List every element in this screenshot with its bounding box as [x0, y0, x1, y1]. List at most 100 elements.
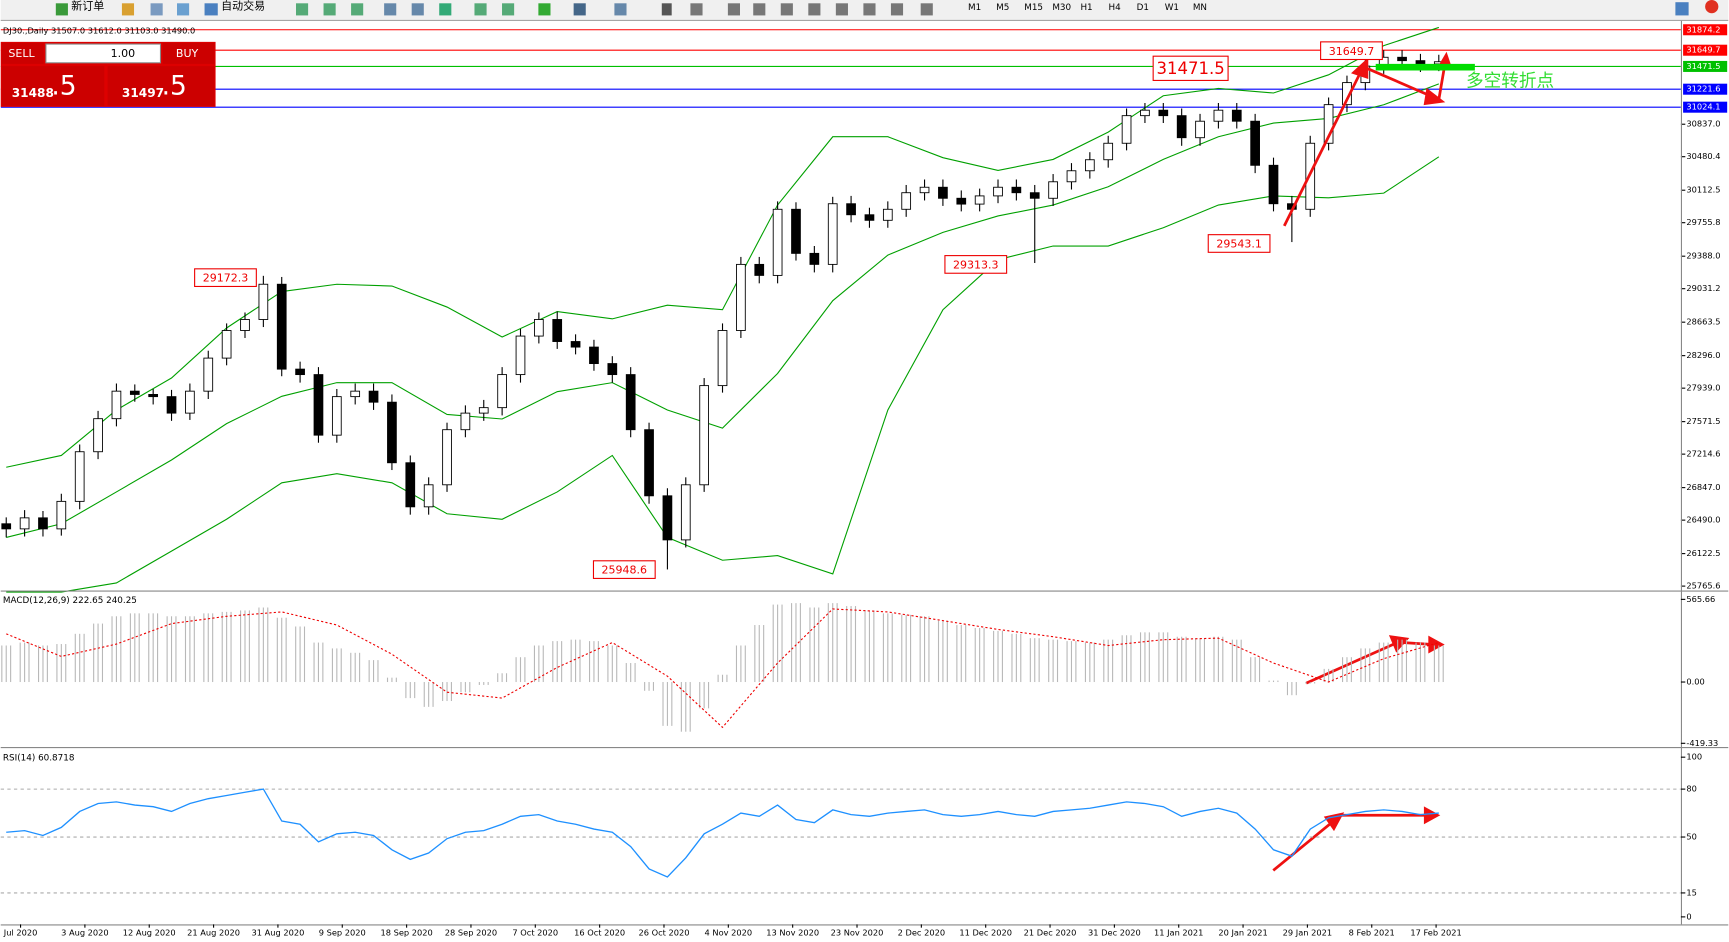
- label-tool[interactable]: [890, 3, 904, 16]
- candle-body: [1397, 56, 1407, 62]
- notification[interactable]: [1705, 0, 1719, 14]
- line-tool[interactable]: [780, 3, 793, 16]
- band-middle: [6, 83, 1440, 538]
- zoom-out[interactable]: [411, 3, 424, 16]
- y-tick-label: -419.33: [1686, 738, 1718, 748]
- sell-price-main[interactable]: 31488: [12, 86, 54, 100]
- timeframe-button[interactable]: H4: [1109, 3, 1122, 13]
- candle-body: [1029, 192, 1040, 199]
- buy-price-main[interactable]: 31497: [122, 86, 164, 100]
- y-tick-label: 50: [1686, 832, 1697, 842]
- cursor-tool[interactable]: [661, 3, 672, 16]
- x-tick-label: 31 Dec 2020: [1088, 928, 1141, 938]
- x-tick-label: 21 Dec 2020: [1024, 928, 1077, 938]
- new-order-icon[interactable]: [55, 3, 68, 16]
- icon[interactable]: [502, 3, 515, 16]
- level-label: 31874.2: [1686, 24, 1720, 34]
- candle-body: [331, 396, 342, 436]
- candle-body: [1011, 186, 1022, 194]
- candle-body: [1323, 104, 1334, 144]
- candle-body: [166, 396, 177, 414]
- timeframe-button[interactable]: M15: [1024, 3, 1043, 13]
- tool[interactable]: [920, 3, 933, 16]
- annotation-label: 29172.3: [203, 272, 248, 285]
- candle-body: [203, 357, 214, 392]
- auto-trading-icon[interactable]: [204, 3, 218, 16]
- annotation-box: [1207, 234, 1271, 253]
- icon[interactable]: [439, 3, 452, 16]
- tool[interactable]: [835, 3, 848, 16]
- x-tick-label: 21 Aug 2020: [187, 928, 240, 938]
- toolbar-label[interactable]: 自动交易: [221, 0, 265, 13]
- candle-body: [607, 363, 618, 376]
- buy-price-pips[interactable]: .5: [162, 71, 187, 102]
- annotation-box: [1152, 55, 1229, 81]
- annotation-note: 多空转折点: [1466, 72, 1554, 92]
- candle-body: [478, 407, 489, 414]
- sell-price[interactable]: [1, 66, 105, 106]
- lots-value[interactable]: 1.00: [111, 47, 136, 60]
- zoom-in[interactable]: [384, 3, 397, 16]
- tool[interactable]: [808, 3, 821, 16]
- buy-label[interactable]: BUY: [176, 47, 199, 60]
- y-tick-label: 15: [1686, 887, 1697, 897]
- candle-body: [515, 335, 526, 376]
- toolbar-label[interactable]: 新订单: [71, 0, 104, 13]
- y-tick-label: 28296.0: [1686, 350, 1720, 360]
- timeframe-button[interactable]: M30: [1052, 3, 1071, 13]
- y-tick-label: 30480.4: [1686, 151, 1720, 161]
- timeframe-button[interactable]: MN: [1193, 3, 1207, 13]
- icon[interactable]: [573, 3, 586, 16]
- candle-body: [754, 263, 765, 276]
- search[interactable]: [1675, 2, 1689, 16]
- buy-price[interactable]: [107, 66, 215, 106]
- arrow: [1283, 67, 1364, 227]
- icon[interactable]: [538, 3, 551, 16]
- candle-body: [974, 195, 985, 205]
- timeframe-button[interactable]: H1: [1080, 3, 1092, 13]
- x-tick-label: Jul 2020: [3, 928, 38, 938]
- candle-body: [423, 484, 434, 508]
- line-tool[interactable]: [753, 3, 766, 16]
- level-tag: [1683, 60, 1728, 72]
- timeframe-button[interactable]: M5: [996, 3, 1009, 13]
- y-tick-label: 30112.5: [1686, 185, 1720, 195]
- level-tag: [1683, 83, 1728, 95]
- level-tag: [1683, 101, 1728, 113]
- x-tick-label: 12 Aug 2020: [123, 928, 176, 938]
- x-tick-label: 18 Sep 2020: [380, 928, 432, 938]
- sell-button[interactable]: [1, 42, 44, 64]
- x-tick-label: 20 Jan 2021: [1218, 928, 1267, 938]
- arrowhead: [1351, 57, 1369, 80]
- y-tick-label: 25765.6: [1686, 581, 1720, 591]
- line-tool[interactable]: [727, 3, 741, 16]
- timeframe-button[interactable]: D1: [1137, 3, 1149, 13]
- text-tool[interactable]: [863, 3, 876, 16]
- lots-input[interactable]: [45, 43, 162, 64]
- buy-button[interactable]: [162, 42, 215, 64]
- x-tick-label: 11 Jan 2021: [1154, 928, 1203, 938]
- sell-label[interactable]: SELL: [8, 47, 35, 60]
- timeframe-button[interactable]: M1: [968, 3, 981, 13]
- y-tick-label: 29755.8: [1686, 217, 1720, 227]
- crosshair-tool[interactable]: [690, 3, 703, 16]
- y-tick-label: 27214.6: [1686, 449, 1720, 459]
- candle-body: [258, 283, 269, 320]
- icon[interactable]: [295, 3, 309, 16]
- icon[interactable]: [323, 3, 336, 16]
- timeframe-button[interactable]: W1: [1165, 3, 1179, 13]
- icon[interactable]: [614, 3, 627, 16]
- level-tag: [1683, 24, 1728, 36]
- icon[interactable]: [351, 3, 364, 16]
- candle-body: [93, 418, 103, 453]
- candle-body: [552, 319, 563, 342]
- icon[interactable]: [474, 3, 487, 16]
- candle-body: [295, 368, 305, 376]
- icon[interactable]: [121, 3, 135, 16]
- candle-body: [1103, 142, 1114, 161]
- icon[interactable]: [150, 3, 163, 16]
- icon[interactable]: [177, 3, 190, 16]
- sell-price-pips[interactable]: .5: [51, 71, 76, 102]
- candle-body: [19, 517, 30, 530]
- timeframes: M1 M5 M15 M30 H1 H4 D1 W1 MN: [968, 3, 1207, 13]
